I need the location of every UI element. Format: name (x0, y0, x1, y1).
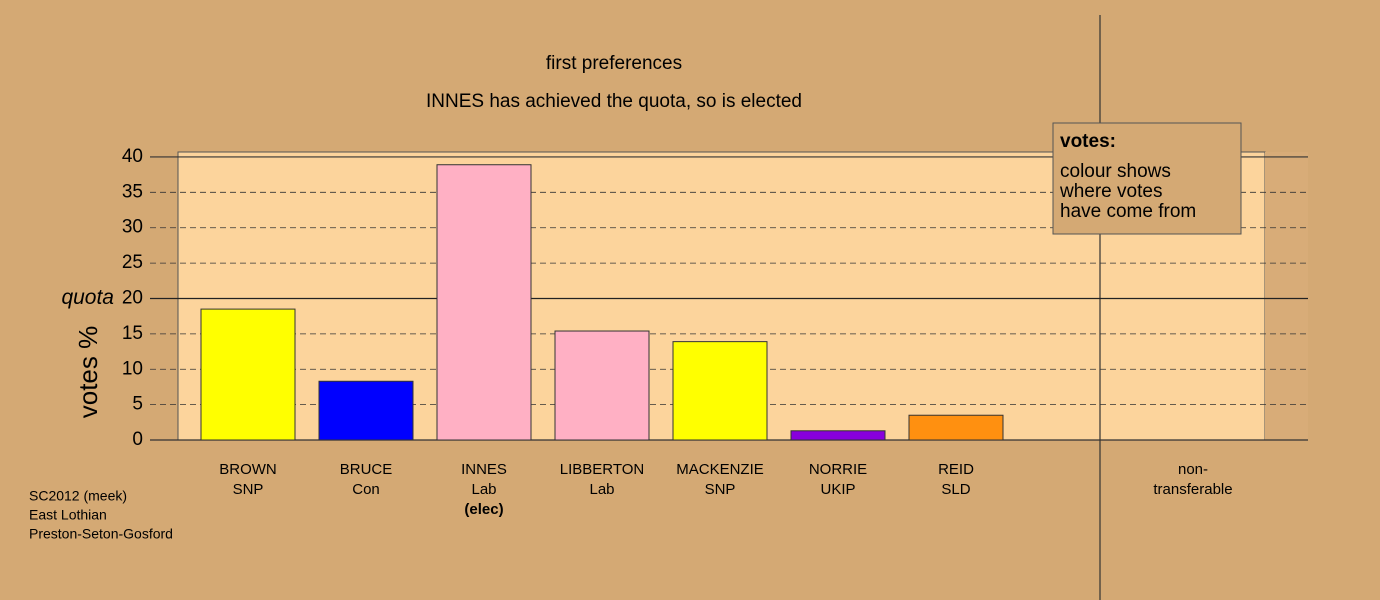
x-tick-label: SLD (941, 481, 970, 498)
x-tick-label: LIBBERTON (560, 461, 644, 478)
y-tick-label: 35 (122, 181, 143, 202)
x-tick-label: Con (352, 481, 380, 498)
x-tick-label: transferable (1153, 481, 1232, 498)
legend-text: where votes (1059, 181, 1162, 202)
bar (436, 164, 532, 441)
bar (672, 341, 768, 441)
x-tick-label: UKIP (820, 481, 855, 498)
legend-text: have come from (1060, 201, 1196, 222)
x-tick-label: SNP (705, 481, 736, 498)
legend-box (1052, 122, 1242, 235)
bar (554, 330, 650, 441)
x-tick-label: INNES (461, 461, 507, 478)
y-tick-label: 10 (122, 358, 143, 379)
footnote-line: Preston-Seton-Gosford (29, 526, 173, 542)
y-tick-label: 25 (122, 252, 143, 273)
y-tick-label: 15 (122, 323, 143, 344)
bar (200, 308, 296, 441)
x-tick-label: (elec) (464, 501, 503, 518)
title: first preferences (546, 53, 682, 74)
legend-text: votes: (1060, 131, 1116, 152)
x-tick-label: Lab (589, 481, 614, 498)
x-tick-label: NORRIE (809, 461, 867, 478)
bar (790, 430, 886, 441)
y-tick-label: 0 (132, 429, 143, 450)
x-tick-label: Lab (471, 481, 496, 498)
x-tick-label: non- (1178, 461, 1208, 478)
footnote-line: East Lothian (29, 507, 107, 523)
y-axis-label: votes % (73, 326, 103, 419)
x-tick-label: REID (938, 461, 974, 478)
x-tick-label: SNP (233, 481, 264, 498)
y-tick-label: 5 (132, 394, 143, 415)
x-tick-label: BROWN (219, 461, 277, 478)
quota-label: quota (61, 286, 114, 309)
x-tick-label: MACKENZIE (676, 461, 764, 478)
legend-text: colour shows (1060, 161, 1171, 182)
plot-margin (1265, 152, 1308, 440)
bar (318, 380, 414, 441)
x-tick-label: BRUCE (340, 461, 393, 478)
footnote-line: SC2012 (meek) (29, 488, 127, 504)
subtitle: INNES has achieved the quota, so is elec… (426, 91, 802, 112)
bar (908, 414, 1004, 441)
y-tick-label: 20 (122, 287, 143, 308)
y-tick-label: 40 (122, 146, 143, 167)
y-tick-label: 30 (122, 217, 143, 238)
